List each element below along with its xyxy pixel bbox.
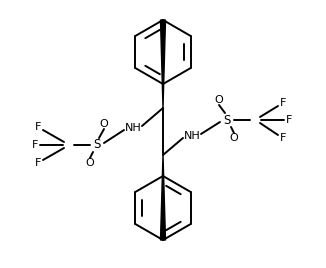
- Text: S: S: [93, 139, 101, 151]
- Text: F: F: [32, 140, 38, 150]
- Text: F: F: [280, 98, 286, 108]
- Text: O: O: [86, 158, 94, 168]
- Polygon shape: [160, 155, 166, 240]
- Text: O: O: [215, 95, 223, 105]
- Text: O: O: [100, 119, 108, 129]
- Polygon shape: [160, 20, 166, 108]
- Text: F: F: [35, 122, 41, 132]
- Text: F: F: [280, 133, 286, 143]
- Text: F: F: [35, 158, 41, 168]
- Text: NH: NH: [125, 123, 141, 133]
- Text: S: S: [223, 114, 231, 126]
- Text: F: F: [286, 115, 292, 125]
- Text: O: O: [230, 133, 238, 143]
- Text: NH: NH: [184, 131, 200, 141]
